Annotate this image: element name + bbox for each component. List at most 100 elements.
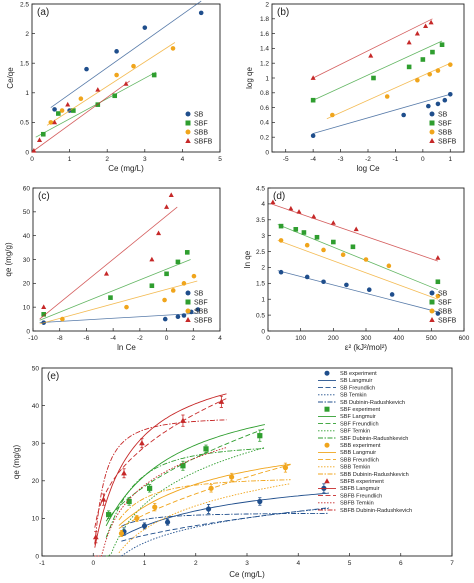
legend-label: SBB experiment (340, 443, 381, 449)
data-point-sbfb (311, 213, 317, 219)
x-tick-label: 5 (348, 560, 352, 567)
panel-label: (a) (37, 7, 49, 18)
x-tick-label: -4 (310, 156, 316, 163)
panel-d: 0 100 200 300 400 500 600 0 0.5 1 1.5 2 2.5 3 3.5 4 4.5 (… (243, 185, 470, 352)
x-tick-label: 0 (266, 335, 270, 342)
legend-label: SB Temkin (340, 393, 367, 399)
y-tick-label: 1.4 (260, 46, 269, 53)
legend-marker-sbb (185, 308, 191, 314)
data-point-sb (181, 313, 187, 318)
data-point-sb (278, 269, 284, 275)
fit-line-sbb (46, 42, 176, 126)
fit-line-sbf (312, 40, 443, 101)
data-point-sbfb (310, 75, 316, 80)
y-tick-label: 2.5 (20, 1, 29, 8)
data-point-sbf (301, 230, 307, 235)
data-point-sbfb (36, 137, 43, 142)
data-point-sbf (147, 485, 153, 491)
data-point-sb (52, 107, 57, 112)
model-curve-sbb-dubininradushkevich (118, 479, 291, 521)
model-curve-sbfb-temkin (94, 447, 227, 557)
legend-label-sbfb: SBFB (438, 139, 457, 146)
data-point-sbfb (95, 87, 101, 92)
x-axis-label: Ce (mg/L) (229, 570, 265, 579)
panel-label: (c) (38, 191, 50, 202)
data-point-sbf (203, 446, 209, 452)
y-tick-label: 2.5 (256, 249, 265, 256)
x-tick-label: 300 (361, 335, 372, 342)
fit-line-sbb (277, 240, 439, 300)
x-tick-label: 200 (328, 335, 339, 342)
y-tick-label: 0 (35, 553, 39, 560)
legend-label-sb: SB (194, 112, 204, 119)
y-axis-label: Ce/qe (6, 67, 15, 89)
data-point-sbf (310, 97, 316, 103)
panel-label: (b) (277, 7, 289, 18)
model-curve-sbf-langmuir (105, 424, 265, 527)
y-tick-label: 0.5 (256, 312, 265, 319)
y-tick-label: 1 (25, 90, 29, 97)
data-point-sbf (151, 72, 157, 78)
legend-label: SBB Dubinin-Radushkevich (340, 472, 409, 478)
legend-marker-sbf (185, 299, 191, 305)
fit-line-sb (277, 270, 438, 313)
data-point-sbf (180, 463, 186, 469)
x-tick-label: -10 (28, 335, 38, 342)
legend-label-sbf: SBF (438, 121, 452, 128)
legend-label-sbb: SBB (438, 309, 452, 316)
data-point-sbfb (296, 209, 302, 214)
data-point-sbfb (65, 101, 71, 107)
legend-marker-sbf (185, 120, 191, 126)
data-point-sbfb (41, 304, 47, 310)
data-point-sbb (152, 504, 158, 510)
data-point-sbb (330, 112, 335, 118)
legend-marker-sbfb (185, 317, 191, 322)
legend-marker-sb (185, 111, 191, 117)
data-point-sbf (112, 93, 118, 99)
model-curve-sbf-temkin (106, 447, 266, 557)
x-tick-label: 0 (91, 560, 95, 567)
x-tick-label: 500 (426, 335, 437, 342)
y-tick-label: 1.2 (260, 61, 269, 68)
data-point-sb (164, 519, 171, 525)
y-tick-label: 30 (23, 257, 31, 264)
legend-label: SBB Freundlich (340, 457, 379, 463)
x-axis-label: ε² (kJ²/mol²) (345, 343, 388, 352)
legend-label-sbf: SBF (194, 121, 208, 128)
fit-line-sbfb (39, 206, 178, 320)
data-point-sb (426, 103, 431, 109)
x-axis-label: log Ce (356, 164, 380, 173)
y-tick-label: 30 (32, 441, 40, 448)
data-point-sb (114, 49, 119, 54)
data-point-sbf (314, 234, 320, 240)
data-point-sb (310, 133, 316, 139)
legend-label-sbf: SBF (438, 300, 452, 307)
y-tick-label: 60 (23, 185, 31, 192)
x-tick-label: 4 (181, 156, 185, 163)
legend-label: SBFB Temkin (340, 501, 374, 507)
legend-label-sb: SB (194, 291, 204, 298)
legend-label: SBF Temkin (340, 429, 370, 435)
y-tick-label: 1.5 (256, 281, 265, 288)
data-point-sbb (191, 273, 197, 279)
data-point-sbf (40, 131, 46, 137)
data-point-sb (321, 279, 326, 285)
model-curve-sbf-dubininradushkevich (105, 448, 265, 538)
legend-label-sb: SB (438, 112, 448, 119)
legend-label-sbfb: SBFB (194, 318, 213, 325)
data-point-sb (366, 287, 372, 292)
legend-label: SBF Dubinin-Radushkevich (340, 436, 408, 442)
legend-label: SB Langmuir (340, 378, 372, 384)
y-tick-label: 10 (23, 304, 31, 311)
data-point-sb (389, 292, 395, 297)
data-point-sbfb (123, 81, 129, 86)
legend-label-sbfb: SBFB (194, 139, 213, 146)
data-point-sbb (181, 281, 187, 286)
data-point-sbf (106, 512, 112, 518)
data-point-sbf (184, 250, 190, 255)
data-point-sbfb (168, 192, 174, 197)
y-tick-label: 0.5 (20, 120, 29, 127)
x-tick-label: 5 (218, 156, 222, 163)
data-point-sb (447, 91, 453, 97)
